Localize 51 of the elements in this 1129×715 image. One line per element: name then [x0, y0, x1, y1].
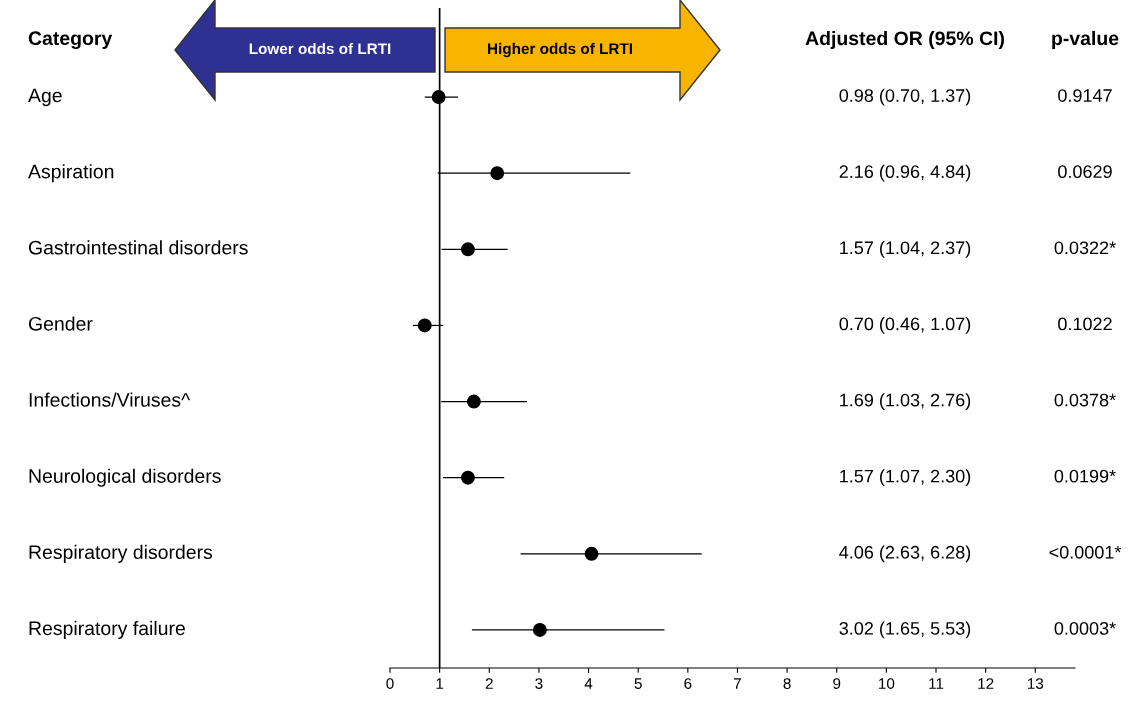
annotation: <0.0001* — [1049, 545, 1122, 559]
annotation: 3.02 (1.65, 5.53) — [839, 621, 971, 639]
x-tick-label: 1 — [436, 678, 444, 689]
annotation: 0.98 (0.70, 1.37) — [839, 88, 971, 106]
y-tick-label: Gastrointestinal disorders — [28, 240, 248, 255]
x-tick-label: 4 — [584, 678, 593, 689]
annotation: 0.0003* — [1054, 622, 1116, 635]
x-tick-label: 10 — [879, 678, 895, 689]
x-tick-label: 6 — [684, 678, 692, 689]
x-tick-label: 12 — [978, 678, 994, 689]
y-tick-label: Respiratory failure — [29, 620, 185, 639]
x-tick-label: 8 — [783, 678, 791, 689]
y-tick-label: Neurological disorders — [29, 468, 221, 487]
point — [460, 242, 475, 257]
annotation: 0.0199* — [1054, 469, 1116, 483]
y-tick-label: Respiratory disorders — [29, 544, 213, 563]
x-tick-label: 2 — [485, 678, 493, 689]
annotation: Lower odds of LRTI — [249, 42, 391, 55]
point — [466, 394, 481, 409]
annotation: 1.57 (1.04, 2.37) — [840, 240, 971, 258]
x-tick-label: 9 — [833, 678, 841, 689]
y-tick-label: Gender — [28, 316, 93, 331]
annotation: 2.16 (0.96, 4.84) — [839, 164, 971, 182]
annotation: p-value — [1052, 30, 1119, 50]
annotation: 0.9147 — [1058, 89, 1112, 102]
annotation: 0.0378* — [1054, 393, 1116, 407]
annotation: 0.1022 — [1058, 317, 1112, 331]
point — [490, 166, 505, 181]
x-tick-label: 13 — [1027, 678, 1044, 689]
annotation: 1.57 (1.07, 2.30) — [840, 469, 971, 487]
annotation: Adjusted OR (95% CI) — [805, 30, 1004, 50]
x-tick-label: 7 — [734, 678, 741, 689]
annotation: 0.70 (0.46, 1.07) — [839, 317, 971, 334]
point — [417, 318, 432, 333]
y-tick-label: Age — [28, 88, 62, 107]
point — [584, 546, 599, 561]
x-tick-label: 3 — [535, 678, 543, 689]
y-tick-label: Infections/Viruses^ — [29, 392, 191, 407]
annotation: 4.06 (2.63, 6.28) — [839, 545, 971, 563]
x-tick-label: 0 — [386, 678, 394, 689]
annotation: 0.0322* — [1054, 241, 1116, 255]
x-tick-label: 11 — [929, 678, 944, 689]
point — [460, 470, 475, 485]
annotation: Higher odds of LRTI — [488, 42, 632, 58]
y-tick-label: Aspiration — [28, 164, 114, 183]
annotation: 1.69 (1.03, 2.76) — [840, 393, 971, 410]
x-tick-label: 5 — [634, 678, 642, 689]
y-axis-title: Category — [28, 31, 113, 50]
point — [532, 622, 547, 637]
point — [431, 90, 446, 105]
annotation: 0.0629 — [1058, 165, 1112, 179]
